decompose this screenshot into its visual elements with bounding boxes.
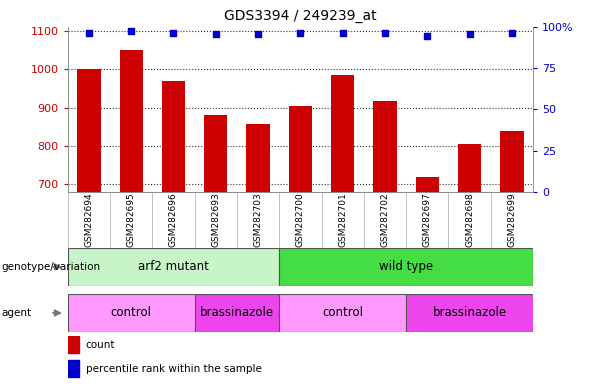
- Bar: [500, 131, 524, 192]
- Bar: [194, 294, 279, 332]
- Point: [211, 31, 220, 37]
- Bar: [68, 336, 79, 353]
- Point: [253, 31, 263, 37]
- Text: count: count: [85, 339, 115, 350]
- Text: GSM282701: GSM282701: [338, 192, 347, 247]
- Text: arf2 mutant: arf2 mutant: [138, 260, 209, 273]
- Text: GSM282697: GSM282697: [423, 192, 432, 247]
- Point: [84, 30, 94, 36]
- Point: [465, 31, 474, 37]
- Bar: [120, 50, 143, 192]
- Bar: [373, 101, 396, 192]
- Bar: [458, 144, 481, 192]
- Text: control: control: [322, 306, 363, 319]
- Text: agent: agent: [1, 308, 31, 318]
- Point: [380, 30, 390, 36]
- Text: GSM282696: GSM282696: [169, 192, 178, 247]
- Point: [507, 30, 517, 36]
- Text: GSM282693: GSM282693: [211, 192, 220, 247]
- Bar: [279, 248, 533, 286]
- Text: brassinazole: brassinazole: [432, 306, 507, 319]
- Bar: [289, 106, 312, 192]
- Text: control: control: [111, 306, 152, 319]
- Text: GSM282703: GSM282703: [254, 192, 263, 247]
- Bar: [246, 124, 270, 192]
- Bar: [162, 81, 185, 192]
- Text: genotype/variation: genotype/variation: [1, 262, 100, 272]
- Text: GSM282702: GSM282702: [380, 192, 389, 247]
- Bar: [331, 75, 355, 192]
- Text: wild type: wild type: [379, 260, 433, 273]
- Text: percentile rank within the sample: percentile rank within the sample: [85, 364, 262, 374]
- Text: brassinazole: brassinazole: [200, 306, 274, 319]
- Text: GSM282695: GSM282695: [127, 192, 135, 247]
- Text: GSM282699: GSM282699: [507, 192, 517, 247]
- Point: [422, 33, 432, 39]
- Text: GSM282698: GSM282698: [465, 192, 474, 247]
- Point: [338, 30, 348, 36]
- Bar: [279, 294, 406, 332]
- Text: GSM282694: GSM282694: [84, 192, 94, 247]
- Bar: [416, 177, 439, 192]
- Bar: [68, 248, 279, 286]
- Bar: [406, 294, 533, 332]
- Bar: [68, 360, 79, 377]
- Point: [127, 28, 136, 34]
- Bar: [77, 69, 101, 192]
- Text: GSM282700: GSM282700: [296, 192, 305, 247]
- Bar: [68, 294, 194, 332]
- Bar: [204, 115, 227, 192]
- Point: [296, 30, 305, 36]
- Point: [169, 30, 178, 36]
- Title: GDS3394 / 249239_at: GDS3394 / 249239_at: [224, 9, 377, 23]
